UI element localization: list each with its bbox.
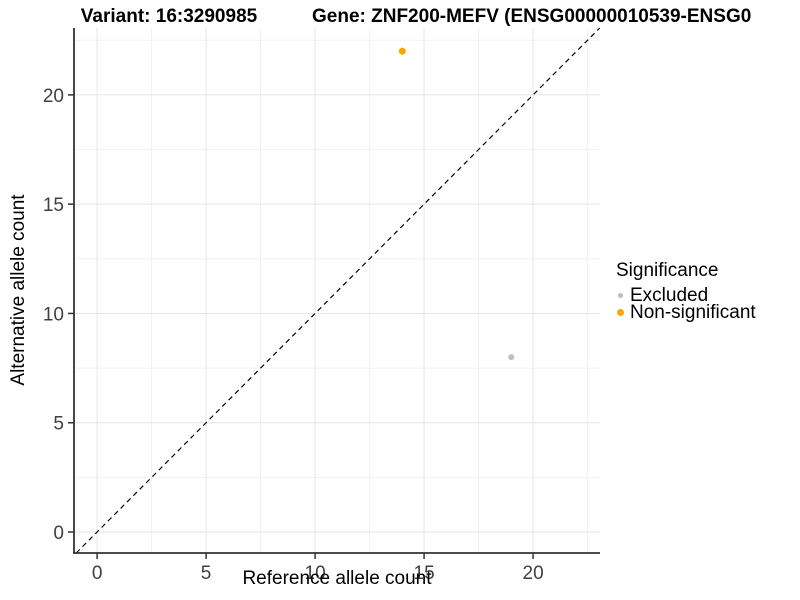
y-axis-title-text: Alternative allele count bbox=[8, 194, 29, 386]
x-axis-title: Reference allele count bbox=[242, 568, 432, 589]
data-point-excluded bbox=[508, 354, 515, 361]
identity-dashed-line bbox=[75, 27, 601, 554]
legend-entry-label: Non-significant bbox=[630, 301, 756, 323]
legend-entries: Excluded Non-significant bbox=[616, 284, 756, 323]
x-tick-label: 15 bbox=[414, 563, 435, 584]
x-tick-label: 0 bbox=[92, 563, 103, 584]
gene-title: Gene: ZNF200-MEFV (ENSG00000010539-ENSG0 bbox=[312, 6, 752, 27]
y-tick-label: 20 bbox=[43, 86, 64, 107]
legend-entry-0: Excluded bbox=[616, 284, 756, 306]
y-tick-label: 15 bbox=[43, 195, 64, 216]
y-tick-label: 5 bbox=[53, 414, 64, 435]
data-point-non-significant bbox=[398, 47, 406, 55]
legend: Significance Excluded Non-significant bbox=[616, 260, 756, 323]
legend-entry-1: Non-significant bbox=[616, 301, 756, 323]
legend-title: Significance bbox=[616, 260, 719, 281]
x-tick-label: 5 bbox=[201, 563, 212, 584]
legend-dot-icon bbox=[616, 309, 624, 316]
y-tick-label: 10 bbox=[43, 304, 64, 325]
legend-entry-label: Excluded bbox=[630, 284, 709, 306]
variant-title: Variant: 16:3290985 bbox=[80, 6, 258, 27]
legend-dot-icon bbox=[617, 293, 623, 298]
y-tick-label: 0 bbox=[53, 523, 64, 544]
x-tick-label: 10 bbox=[305, 563, 326, 584]
x-tick-label: 20 bbox=[523, 563, 544, 584]
